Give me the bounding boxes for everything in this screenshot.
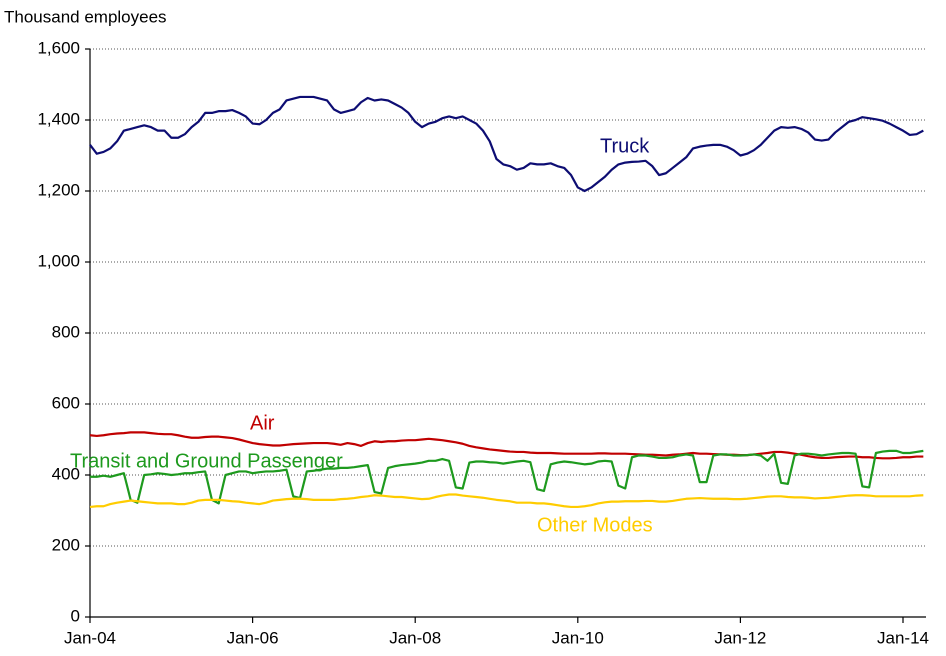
x-tick-label: Jan-12: [714, 628, 766, 647]
x-tick-label: Jan-14: [877, 628, 929, 647]
series-line: [89, 95, 924, 193]
series-line: [90, 449, 924, 505]
y-tick-label: 1,600: [37, 38, 80, 57]
x-tick-label: Jan-08: [389, 628, 441, 647]
series-label: Truck: [600, 135, 650, 157]
y-axis-title: Thousand employees: [4, 7, 167, 26]
series-label: Air: [250, 412, 275, 434]
y-tick-label: 600: [52, 393, 80, 412]
series-label: Transit and Ground Passenger: [70, 450, 343, 472]
x-tick-label: Jan-04: [64, 628, 116, 647]
y-tick-label: 0: [71, 606, 80, 625]
y-tick-label: 1,400: [37, 109, 80, 128]
x-tick-label: Jan-10: [552, 628, 604, 647]
series-line: [89, 493, 924, 509]
series-line: [89, 431, 924, 460]
y-tick-label: 800: [52, 322, 80, 341]
y-tick-label: 400: [52, 464, 80, 483]
x-tick-label: Jan-06: [227, 628, 279, 647]
y-tick-label: 1,200: [37, 180, 80, 199]
y-tick-label: 1,000: [37, 251, 80, 270]
y-tick-label: 200: [52, 535, 80, 554]
series-label: Other Modes: [537, 514, 653, 536]
